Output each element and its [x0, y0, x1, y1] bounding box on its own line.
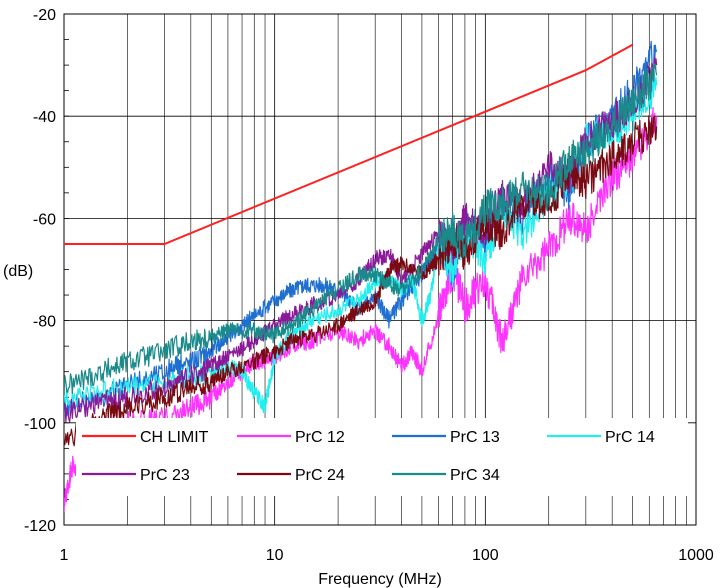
y-tick-label: -80 [33, 314, 56, 331]
legend-label: PrC 13 [450, 429, 500, 446]
legend-label: PrC 23 [140, 467, 190, 484]
y-tick-label: -60 [33, 211, 56, 228]
series-line [64, 107, 658, 513]
x-axis-ticks: 1 10 100 1000 [60, 547, 714, 564]
y-tick-label: -100 [24, 416, 56, 433]
x-tick-label: 1 [60, 547, 69, 564]
y-tick-label: -120 [24, 518, 56, 535]
x-tick-label: 10 [266, 547, 284, 564]
x-axis-label: Frequency (MHz) [318, 571, 442, 588]
series-line [64, 63, 658, 396]
series-layer [64, 40, 658, 513]
y-tick-label: -20 [33, 7, 56, 24]
x-tick-label: 1000 [678, 547, 714, 564]
legend-background [76, 418, 688, 496]
y-tick-label: -40 [33, 109, 56, 126]
y-axis-label: (dB) [3, 263, 33, 280]
legend-label: PrC 34 [450, 467, 500, 484]
y-axis-ticks: -20 -40 -60 -80 -100 -120 [24, 7, 56, 535]
legend-label: PrC 24 [295, 467, 345, 484]
chart-legend: CH LIMIT PrC 12 PrC 13 PrC 14 PrC 23 PrC 24 Pr… [76, 418, 688, 496]
legend-label: PrC 12 [295, 429, 345, 446]
legend-label: PrC 14 [605, 429, 655, 446]
series-line [64, 43, 634, 245]
legend-label: CH LIMIT [140, 429, 209, 446]
plot-area-frame [63, 13, 697, 526]
x-tick-label: 100 [472, 547, 499, 564]
